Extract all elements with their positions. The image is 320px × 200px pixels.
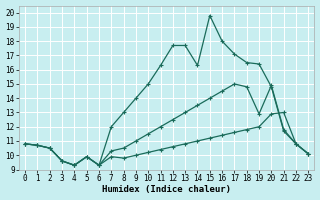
X-axis label: Humidex (Indice chaleur): Humidex (Indice chaleur) bbox=[102, 185, 231, 194]
